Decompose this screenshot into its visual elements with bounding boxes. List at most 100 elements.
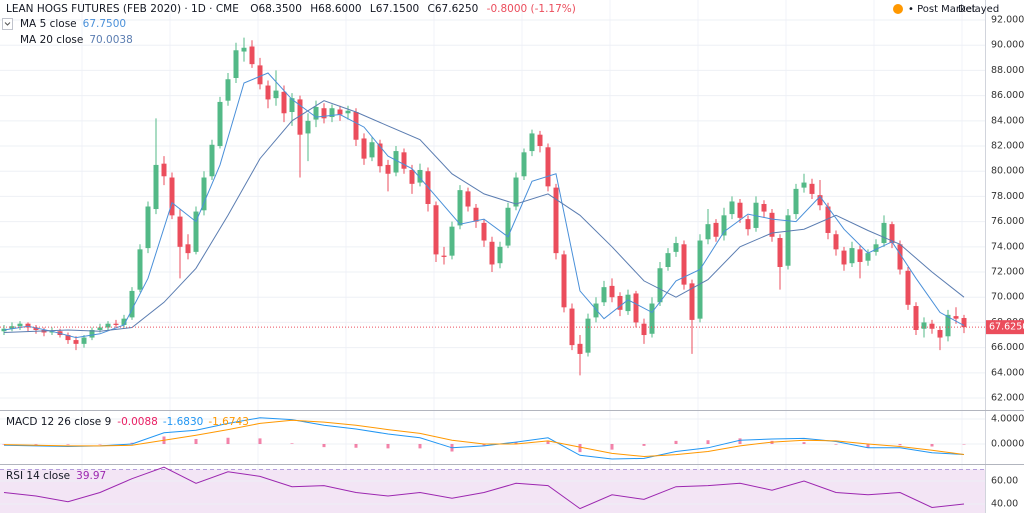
candle-body (305, 120, 311, 134)
y-tick-label: 92.0000 (991, 15, 1024, 26)
candle-body (601, 287, 607, 303)
candle-body (713, 222, 719, 237)
post-market-text: Post Market (917, 4, 976, 15)
candle-body (961, 318, 967, 328)
candle-body (929, 323, 935, 329)
candle-body (25, 323, 31, 328)
candle-body (473, 207, 479, 222)
y-tick-label: 64.0000 (991, 367, 1024, 378)
candle-body (281, 91, 287, 114)
candle-body (265, 85, 271, 100)
candle-body (401, 152, 407, 169)
candle-body (665, 253, 671, 267)
candle-body (337, 109, 343, 115)
candle-body (897, 244, 903, 270)
y-tick-label: 78.0000 (991, 191, 1024, 202)
last-price-label: 67.6250 (989, 322, 1024, 333)
candle-body (361, 138, 367, 159)
candle-body (673, 243, 679, 252)
y-tick-label: 90.0000 (991, 40, 1024, 51)
candle-body (129, 290, 135, 318)
macd-histogram-bar (194, 439, 198, 444)
candle-body (489, 241, 495, 265)
macd-histogram-bar (578, 444, 582, 453)
candle-body (553, 187, 559, 254)
chevron-icon (4, 22, 11, 26)
candle-body (329, 108, 335, 118)
candle-body (945, 314, 951, 337)
ohlc-close: C67.6250 (428, 3, 479, 15)
legend: LEAN HOGS FUTURES (FEB 2020) · 1D · CME … (2, 3, 576, 482)
candle-body (417, 169, 423, 183)
y-tick-label: 74.0000 (991, 241, 1024, 252)
candle-body (249, 46, 255, 65)
status-icon[interactable] (893, 4, 903, 14)
macd-histogram-bar (290, 443, 294, 444)
candle-body (161, 163, 167, 177)
macd-histogram-bar (802, 442, 806, 444)
candle-body (537, 134, 543, 147)
macd-histogram-bar (482, 444, 486, 446)
candle-body (225, 79, 231, 101)
candle-body (513, 177, 519, 207)
macd-histogram-bar (866, 444, 870, 448)
candle-body (913, 306, 919, 330)
candle-body (905, 270, 911, 305)
macd-histogram-bar (706, 440, 710, 444)
last-price-tag (986, 320, 1024, 335)
legend-toggle[interactable] (2, 18, 13, 30)
macd-histogram-bar (514, 442, 518, 444)
y-tick-label: 84.0000 (991, 115, 1024, 126)
y-tick-label: 4.0000 (991, 414, 1024, 425)
macd-signal-value: -1.6743 (208, 416, 249, 428)
candle-body (561, 254, 567, 308)
y-tick-label: 88.0000 (991, 65, 1024, 76)
candle-body (241, 47, 247, 52)
candle-body (761, 203, 767, 212)
macd-histogram-bar (66, 444, 70, 445)
macd-histogram-bar (834, 444, 838, 445)
candle-body (697, 240, 703, 319)
candle-body (817, 195, 823, 206)
macd-line (3, 419, 965, 458)
candle-body (921, 322, 927, 329)
label-layer: 62.000064.000066.000068.000070.000072.00… (986, 15, 1024, 510)
rsi-title: RSI 14 close (6, 470, 70, 482)
candle-body (49, 331, 55, 333)
candle-body (633, 293, 639, 323)
candle-body (801, 182, 807, 188)
candle-body (441, 255, 447, 257)
ma5-label: MA 5 close 67.7500 (20, 18, 126, 30)
macd-histogram-bar (258, 438, 262, 444)
candle-body (857, 249, 863, 262)
candle-body (457, 190, 463, 226)
candle-body (177, 216, 183, 247)
candle-body (81, 337, 87, 344)
candle-body (257, 65, 263, 85)
macd-histogram-bar (674, 440, 678, 444)
candle-body (353, 112, 359, 140)
candle-body (841, 250, 847, 265)
candle-body (409, 169, 415, 184)
y-tick-label: 40.00 (991, 499, 1018, 510)
candle-body (385, 164, 391, 174)
candle-body (769, 212, 775, 237)
candle-body (33, 327, 39, 330)
candle-body (481, 222, 487, 241)
plot-layer (0, 37, 985, 510)
candle-body (145, 206, 151, 249)
rsi-line (3, 466, 965, 510)
candle-body (169, 177, 175, 216)
candle-body (649, 303, 655, 334)
candle-body (729, 201, 735, 215)
ma-line (3, 100, 965, 333)
macd-histogram-bar (546, 440, 550, 444)
candle-body (497, 246, 503, 264)
macd-histogram-bar (322, 444, 326, 448)
macd-title: MACD 12 26 close 9 (6, 416, 111, 428)
post-market: • Post Market (908, 4, 976, 15)
candle-body (233, 50, 239, 78)
candle-body (113, 323, 119, 325)
candle-body (17, 323, 23, 327)
